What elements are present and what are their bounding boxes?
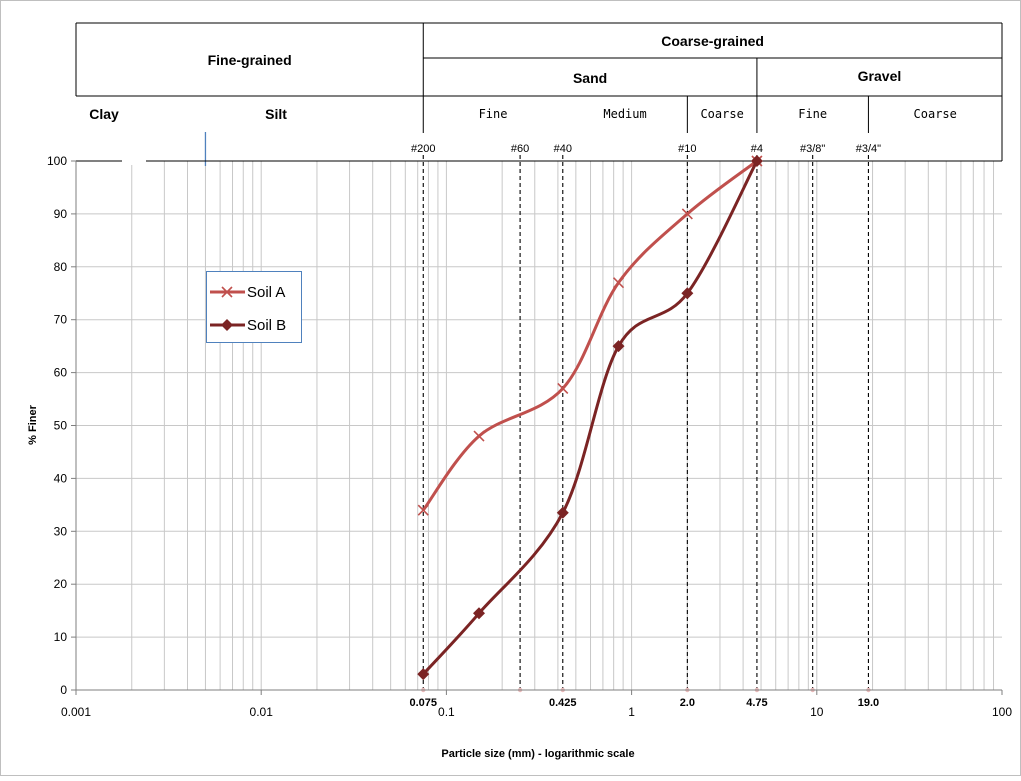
header-gap — [122, 157, 146, 165]
y-tick-label: 0 — [60, 683, 67, 697]
y-tick-label: 10 — [54, 630, 68, 644]
sieve-size-label: 4.75 — [746, 697, 767, 709]
y-tick-label: 70 — [54, 313, 68, 327]
marker-stroke — [417, 504, 429, 516]
header-sand: Sand — [573, 70, 607, 86]
y-tick-label: 60 — [54, 366, 68, 380]
classification-header: Fine-grained Coarse-grained Sand Gravel Clay… — [75, 22, 1003, 166]
data-point-soil-b — [417, 668, 430, 681]
sieve-label: #4 — [751, 143, 763, 155]
header-sand-fine: Fine — [479, 107, 508, 121]
x-tick-label: 0.001 — [61, 705, 91, 719]
data-point-soil-b — [681, 287, 694, 300]
x-axis-title: Particle size (mm) - logarithmic scale — [441, 748, 634, 760]
y-axis-title: % Finer — [27, 404, 39, 444]
x-tick-label: 0.01 — [250, 705, 274, 719]
sieve-size-label: 19.0 — [858, 697, 879, 709]
header-sand-coarse: Coarse — [700, 107, 743, 121]
sieve-label: #10 — [678, 143, 696, 155]
header-gravel: Gravel — [858, 68, 902, 84]
y-tick-label: 40 — [54, 471, 68, 485]
header-coarse-grained: Coarse-grained — [661, 33, 764, 49]
sieve-label: #3/8" — [800, 143, 825, 155]
y-tick-label: 20 — [54, 577, 68, 591]
data-point-soil-b — [473, 607, 486, 620]
sieve-label: #60 — [511, 143, 529, 155]
y-tick-label: 30 — [54, 524, 68, 538]
data-point-soil-a — [473, 430, 485, 442]
legend-label-soil-a: Soil A — [247, 284, 285, 301]
x-tick-label: 1 — [628, 705, 635, 719]
header-gravel-fine: Fine — [798, 107, 827, 121]
y-tick-label: 100 — [47, 154, 67, 168]
header-silt: Silt — [265, 106, 287, 122]
header-fine-grained: Fine-grained — [208, 52, 292, 68]
sieve-size-label: 0.075 — [409, 697, 437, 709]
x-tick-label: 10 — [810, 705, 824, 719]
y-tick-label: 50 — [54, 419, 68, 433]
sieve-size-label: 2.0 — [680, 697, 695, 709]
series — [417, 155, 763, 681]
data-point-soil-a — [557, 382, 569, 395]
data-point-soil-b — [750, 155, 763, 167]
axes: 0 10 20 30 40 50 60 70 80 90 100 0.001 0.01 0.1 1 10 100 — [47, 154, 1012, 719]
y-tick-label: 90 — [54, 207, 68, 221]
x-tick-label: 0.1 — [438, 705, 455, 719]
legend-label-soil-b: Soil B — [247, 317, 286, 334]
data-point-soil-b — [556, 506, 569, 519]
sieve-size-label: 0.425 — [549, 697, 577, 709]
data-point-soil-b — [612, 340, 625, 353]
marker-stroke — [681, 208, 693, 220]
grid — [76, 161, 1002, 690]
marker-stroke — [612, 277, 625, 289]
marker-stroke — [557, 382, 569, 395]
sieve-lines: #200 0.075 #60 #40 0.425 #10 2.0 #4 4.75 #3/8" #3/… — [409, 143, 881, 709]
sieve-label: #200 — [411, 143, 435, 155]
sieve-label: #3/4" — [856, 143, 881, 155]
data-point-soil-a — [681, 208, 693, 220]
legend: Soil A Soil B — [206, 271, 302, 343]
legend-box — [206, 271, 302, 343]
marker-stroke — [473, 430, 485, 442]
x-tick-label: 100 — [992, 705, 1012, 719]
y-tick-label: 80 — [54, 260, 68, 274]
legend-marker-soil-a — [221, 286, 233, 298]
header-sand-medium: Medium — [603, 107, 646, 121]
sieve-label: #40 — [554, 143, 572, 155]
legend-marker-soil-b — [221, 319, 233, 331]
header-clay: Clay — [89, 106, 119, 122]
data-point-soil-a — [417, 504, 429, 516]
data-point-soil-a — [612, 277, 625, 289]
header-gravel-coarse: Coarse — [914, 107, 957, 121]
